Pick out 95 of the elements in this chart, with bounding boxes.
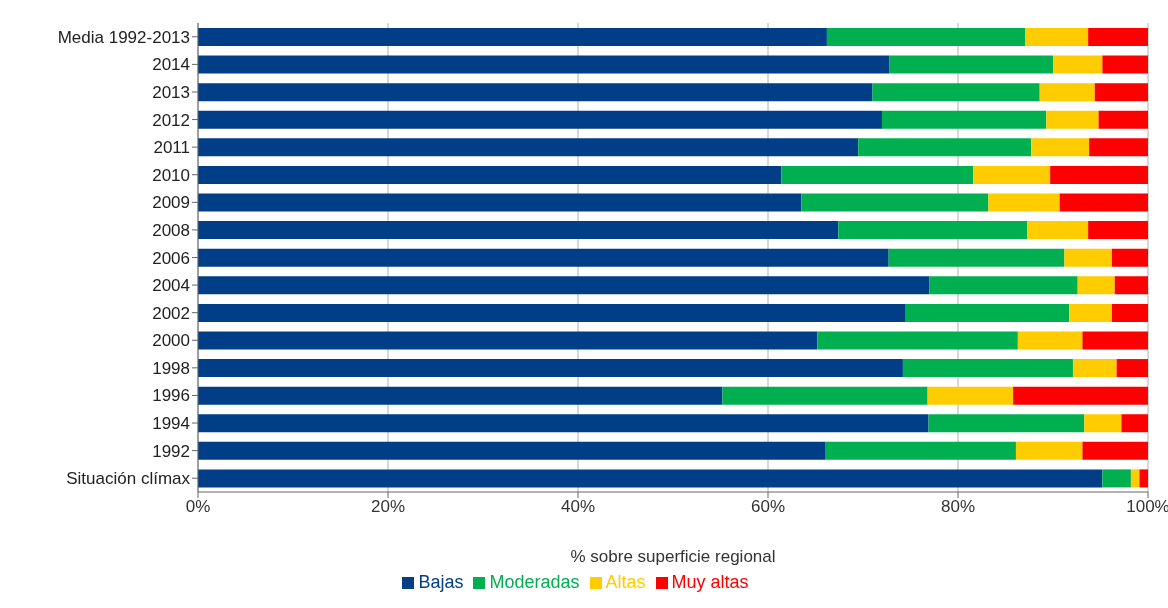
bar [872, 83, 1040, 102]
legend-label: Bajas [418, 572, 464, 592]
bar [817, 331, 1018, 350]
bar [198, 441, 825, 460]
bar [198, 83, 873, 102]
x-tick-label: 0% [185, 497, 211, 517]
bar [198, 469, 1103, 488]
bar [1015, 441, 1083, 460]
bar [198, 276, 930, 295]
bar [988, 193, 1060, 212]
x-axis-title: % sobre superficie regional [570, 547, 776, 566]
y-tick-label: 2012 [152, 110, 190, 130]
bar [1039, 83, 1095, 102]
y-tick-label: 2002 [152, 303, 190, 323]
y-tick-label: 2000 [152, 331, 190, 351]
bar [1088, 221, 1148, 240]
bar [1050, 165, 1148, 184]
bar [1116, 359, 1148, 378]
y-tick-label: 1992 [152, 441, 190, 461]
bar [1094, 83, 1148, 102]
bar [1102, 55, 1148, 74]
bar [1102, 469, 1131, 488]
bar [198, 28, 827, 46]
y-tick-label: 1996 [152, 386, 190, 406]
bar [198, 414, 929, 433]
y-tick-label: 2014 [152, 55, 190, 75]
bar [198, 331, 818, 350]
x-tick-label: 20% [370, 497, 406, 517]
bar [902, 359, 1073, 378]
bar [1025, 28, 1089, 46]
bar [1072, 359, 1117, 378]
bar [1053, 55, 1103, 74]
y-tick-label: Media 1992-2013 [57, 27, 190, 47]
bar [1059, 193, 1148, 212]
bar [198, 386, 723, 405]
bar [1082, 331, 1148, 350]
bar [1098, 110, 1148, 129]
bar [781, 165, 974, 184]
y-tick-label: 2009 [152, 193, 190, 213]
bar [1121, 414, 1148, 433]
bar [928, 414, 1085, 433]
bar [198, 303, 906, 322]
bar [825, 441, 1016, 460]
bar [801, 193, 989, 212]
legend-label: Altas [605, 572, 646, 592]
bar [1139, 469, 1148, 488]
legend-label: Muy altas [671, 572, 749, 592]
bar [973, 165, 1051, 184]
x-tick-label: 80% [940, 497, 976, 517]
bar [198, 110, 882, 129]
bar [888, 248, 1065, 267]
bar [1130, 469, 1140, 488]
y-tick-label: 2004 [152, 276, 190, 296]
bar [1046, 110, 1099, 129]
bar [1088, 28, 1148, 46]
x-tick-label: 40% [560, 497, 596, 517]
bar [1027, 221, 1089, 240]
y-tick-label: 1994 [152, 414, 190, 434]
bar [1013, 386, 1148, 405]
bar [1069, 303, 1112, 322]
y-tick-label: 1998 [152, 358, 190, 378]
y-tick-label: 2011 [153, 138, 190, 158]
bar [198, 165, 782, 184]
bar [882, 110, 1047, 129]
bar [722, 386, 928, 405]
bar [929, 276, 1078, 295]
y-tick-label: 2010 [152, 165, 190, 185]
y-tick-label: Situación clímax [66, 469, 191, 489]
bar [198, 193, 802, 212]
bar [905, 303, 1070, 322]
legend-label: Moderadas [489, 572, 580, 592]
bar [858, 138, 1032, 157]
bar [198, 248, 889, 267]
bar [1111, 303, 1148, 322]
bar [1082, 441, 1148, 460]
bar [198, 359, 903, 378]
bar [198, 138, 859, 157]
bar [1084, 414, 1122, 433]
bar [1064, 248, 1112, 267]
bar [198, 221, 839, 240]
bar [826, 28, 1026, 46]
y-tick-label: 2013 [152, 83, 190, 103]
bar [198, 55, 890, 74]
x-tick-label: 60% [750, 497, 786, 517]
bar [1111, 248, 1148, 267]
bar [1077, 276, 1115, 295]
bar [1089, 138, 1148, 157]
bar [1017, 331, 1083, 350]
y-tick-label: 2008 [152, 220, 190, 240]
y-tick-label: 2006 [152, 248, 190, 268]
bar [889, 55, 1053, 74]
bar [927, 386, 1014, 405]
bar [1114, 276, 1148, 295]
bar [1031, 138, 1090, 157]
bar [838, 221, 1028, 240]
